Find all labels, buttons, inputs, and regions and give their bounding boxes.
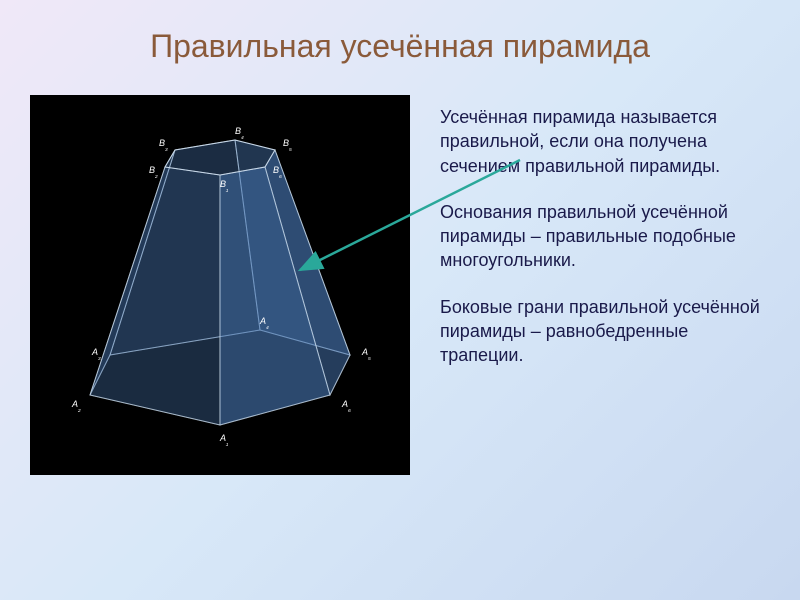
para-definition: Усечённая пирамида называется правильной… xyxy=(440,105,770,178)
text-column: Усечённая пирамида называется правильной… xyxy=(440,95,770,475)
para-bases: Основания правильной усечённой пирамиды … xyxy=(440,200,770,273)
frustum-diagram: A₁A₆A₅A₄A₃A₂B₁B₆B₅B₄B₃B₂ xyxy=(30,95,410,475)
frustum-svg: A₁A₆A₅A₄A₃A₂B₁B₆B₅B₄B₃B₂ xyxy=(30,95,410,475)
para-faces: Боковые грани правильной усечённой пирам… xyxy=(440,295,770,368)
page-title: Правильная усечённая пирамида xyxy=(0,0,800,65)
content-row: A₁A₆A₅A₄A₃A₂B₁B₆B₅B₄B₃B₂ Усечённая пирам… xyxy=(0,65,800,475)
